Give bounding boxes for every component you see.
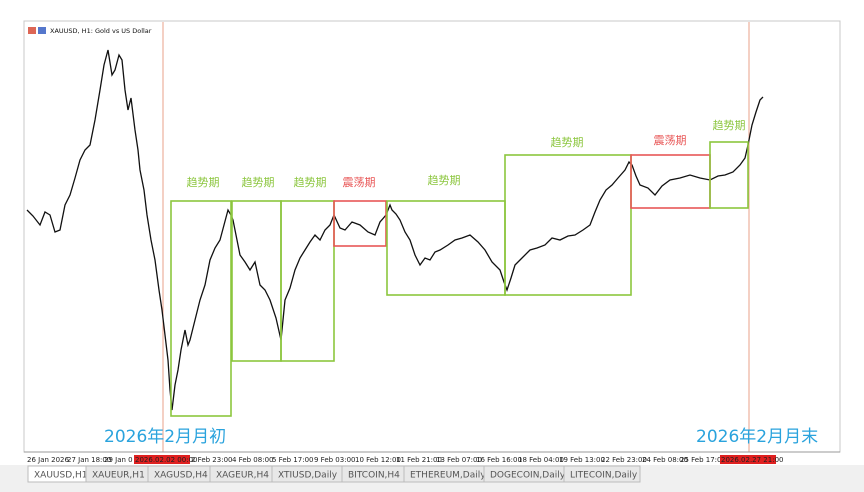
- time-label: 9 Feb 03:00: [314, 456, 355, 464]
- tab-label[interactable]: XAGEUR,H4: [216, 471, 269, 481]
- time-label: 26 Jan 2026: [27, 456, 70, 464]
- time-label: 27 Jan 18:00: [67, 456, 111, 464]
- zone-box: [709, 141, 749, 209]
- tab[interactable]: [563, 465, 641, 483]
- zone-box: [280, 200, 335, 362]
- zone-label: 趋势期: [428, 174, 461, 187]
- time-label: 24 Feb 08:00: [642, 456, 688, 464]
- time-highlight: [134, 455, 190, 464]
- time-label: 5 Feb 17:00: [272, 456, 313, 464]
- annotation: 2026年2月月末: [696, 427, 818, 447]
- time-highlight: [720, 455, 776, 464]
- zone-label: 趋势期: [294, 176, 327, 189]
- symbol-label: XAUUSD, H1: Gold vs US Dollar: [50, 27, 152, 35]
- price-trace: [26, 49, 764, 411]
- tab-label[interactable]: LITECOIN,Daily: [570, 471, 638, 481]
- zone-label: 趋势期: [713, 119, 746, 132]
- zone-box: [504, 154, 632, 296]
- time-label: 13 Feb 07:00: [436, 456, 482, 464]
- time-label: 18 Feb 04:00: [518, 456, 564, 464]
- icon: [28, 27, 36, 34]
- time-label: 29 Jan 0: [104, 456, 133, 464]
- icon: [38, 27, 46, 34]
- tab-label[interactable]: BITCOIN,H4: [348, 471, 400, 481]
- time-label: 4 Feb 08:00: [232, 456, 273, 464]
- time-label: 16 Feb 16:00: [476, 456, 522, 464]
- tab-label[interactable]: XTIUSD,Daily: [278, 471, 338, 481]
- zone-label: 趋势期: [551, 136, 584, 149]
- zone-label: 震荡期: [343, 176, 376, 189]
- zone-label: 趋势期: [187, 176, 220, 189]
- annotation: 2026年2月月初: [104, 427, 226, 447]
- time-label: 19 Feb 13:00: [559, 456, 605, 464]
- time-label: 11 Feb 21:00: [396, 456, 442, 464]
- zone-box: [170, 200, 232, 417]
- tab-label[interactable]: XAUEUR,H1: [92, 471, 145, 481]
- time-label: 2 Feb 23:00: [191, 456, 232, 464]
- zone-label: 震荡期: [654, 134, 687, 147]
- tab-label[interactable]: ETHEREUM,Daily: [410, 471, 486, 481]
- tab-label[interactable]: XAGUSD,H4: [154, 471, 208, 481]
- time-label: 25 Feb 17:0: [680, 456, 721, 464]
- zone-box: [333, 200, 387, 247]
- time-label: 22 Feb 23:00: [601, 456, 647, 464]
- chart-area: [23, 20, 841, 453]
- zone-label: 趋势期: [242, 176, 275, 189]
- tab-label[interactable]: XAUUSD,H1: [34, 471, 88, 481]
- time-label: 10 Feb 12:00: [355, 456, 401, 464]
- time-label: 2026.02.02 00:00: [135, 456, 197, 464]
- time-label: 2026.02.27 21:00: [721, 456, 783, 464]
- tab-label[interactable]: DOGECOIN,Daily: [490, 471, 566, 481]
